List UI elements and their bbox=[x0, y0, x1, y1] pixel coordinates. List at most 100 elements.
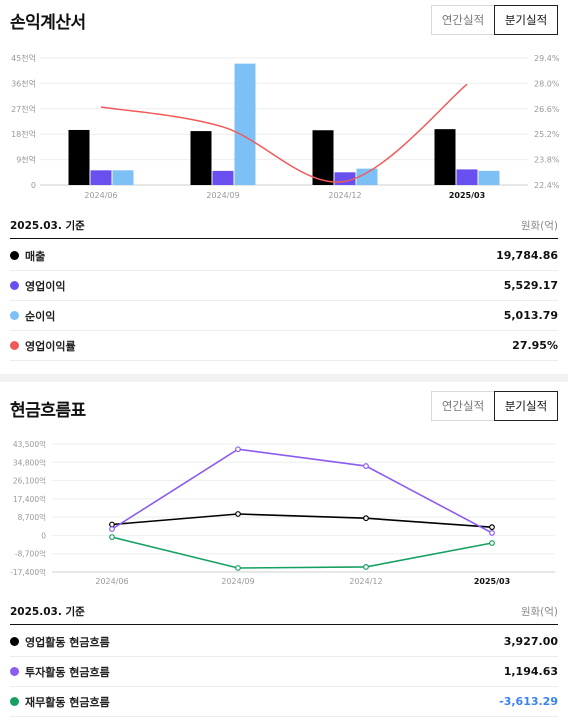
row-label-text: 영업이익률 bbox=[25, 339, 76, 353]
table-row: 재무활동 현금흐름 -3,613.29 bbox=[10, 687, 558, 717]
data-point bbox=[109, 526, 115, 533]
income-table: 매출 19,784.86 영업이익 5,529.17 순이익 5,013.79 영업이익률 2… bbox=[10, 241, 558, 361]
bar bbox=[478, 170, 500, 185]
cashflow-table-header: 2025.03. 기준 원화(억) bbox=[10, 605, 558, 625]
series-line bbox=[111, 513, 493, 528]
row-label: 매출 bbox=[10, 248, 45, 264]
cashflow-table: 영업활동 현금흐름 3,927.00 투자활동 현금흐름 1,194.63 재무활동 현… bbox=[10, 627, 558, 717]
y-tick-label: 8,700억 bbox=[18, 513, 46, 522]
row-label-text: 매출 bbox=[25, 249, 46, 263]
x-tick-label: 2025/03 bbox=[474, 577, 510, 586]
data-point bbox=[363, 564, 369, 570]
legend-dot-icon bbox=[10, 281, 19, 290]
row-label: 영업활동 현금흐름 bbox=[10, 634, 110, 650]
row-value: 27.95% bbox=[512, 339, 558, 352]
row-label-text: 영업이익 bbox=[25, 279, 66, 293]
y-tick-label: -8,700억 bbox=[15, 550, 46, 559]
row-label-text: 재무활동 현금흐름 bbox=[25, 695, 110, 709]
legend-dot-icon bbox=[10, 311, 19, 320]
y-tick-label: 43,500억 bbox=[13, 440, 46, 449]
legend-dot-icon bbox=[10, 667, 19, 676]
x-tick-label: 2024/12 bbox=[328, 191, 361, 200]
table-row: 투자활동 현금흐름 1,194.63 bbox=[10, 657, 558, 687]
cashflow-chart: 43,500억 34,800억 26,100억 17,400억 8,700억 0 -8,70… bbox=[10, 440, 555, 586]
row-value: 5,529.17 bbox=[503, 279, 558, 292]
series-line bbox=[111, 536, 493, 569]
table-row: 영업이익 5,529.17 bbox=[10, 271, 558, 301]
income-period-toggle: 연간실적 분기실적 bbox=[431, 5, 558, 35]
y-tick-label: 0 bbox=[31, 181, 36, 190]
income-statement-section: 손익계산서 연간실적 분기실적 0 22.4% 9천억 23.8% 18천억 25.2% 2… bbox=[10, 5, 560, 361]
bar bbox=[90, 170, 112, 185]
row-label-text: 순이익 bbox=[25, 309, 56, 323]
data-point bbox=[235, 446, 241, 453]
data-point bbox=[235, 511, 241, 517]
row-value: -3,613.29 bbox=[499, 695, 558, 708]
x-tick-label: 2024/09 bbox=[206, 191, 239, 200]
x-tick-label: 2024/06 bbox=[95, 577, 128, 586]
row-value: 5,013.79 bbox=[503, 309, 558, 322]
y-tick-label: 27천억 bbox=[11, 104, 36, 114]
x-tick-label: 2025/03 bbox=[449, 191, 485, 200]
margin-series-line bbox=[100, 83, 468, 183]
y-right-tick-label: 25.2% bbox=[534, 130, 560, 139]
row-label: 영업이익 bbox=[10, 278, 65, 294]
bar bbox=[312, 130, 334, 185]
bar bbox=[456, 169, 478, 185]
cashflow-basis-date: 2025.03. 기준 bbox=[10, 606, 85, 618]
y-right-tick-label: 29.4% bbox=[534, 54, 560, 63]
table-row: 매출 19,784.86 bbox=[10, 241, 558, 271]
bar bbox=[190, 131, 212, 185]
y-right-tick-label: 28.0% bbox=[534, 79, 560, 88]
table-row: 영업활동 현금흐름 3,927.00 bbox=[10, 627, 558, 657]
y-tick-label: 36천억 bbox=[11, 78, 36, 88]
y-right-tick-label: 23.8% bbox=[534, 156, 560, 165]
row-label-text: 투자활동 현금흐름 bbox=[25, 665, 110, 679]
y-tick-label: -17,400억 bbox=[10, 568, 46, 577]
y-right-tick-label: 26.6% bbox=[534, 105, 560, 114]
y-right-tick-label: 22.4% bbox=[534, 181, 560, 190]
row-label: 투자활동 현금흐름 bbox=[10, 664, 110, 680]
bar bbox=[212, 170, 234, 185]
annual-results-button[interactable]: 연간실적 bbox=[431, 5, 495, 35]
y-tick-label: 34,800억 bbox=[13, 458, 46, 467]
bar bbox=[334, 172, 356, 185]
row-label-text: 영업활동 현금흐름 bbox=[25, 635, 110, 649]
x-tick-label: 2024/12 bbox=[349, 577, 382, 586]
data-point bbox=[235, 565, 241, 571]
income-statement-title: 손익계산서 bbox=[10, 13, 86, 33]
row-label: 재무활동 현금흐름 bbox=[10, 694, 110, 710]
cashflow-section: 현금흐름표 연간실적 분기실적 43,500억 34,800억 26,100억 17,… bbox=[0, 382, 568, 720]
table-row: 순이익 5,013.79 bbox=[10, 301, 558, 331]
table-row: 영업이익률 27.95% bbox=[10, 331, 558, 361]
y-tick-label: 17,400억 bbox=[13, 495, 46, 504]
row-label: 영업이익률 bbox=[10, 338, 76, 354]
x-tick-label: 2024/06 bbox=[84, 191, 117, 200]
data-point bbox=[363, 463, 369, 469]
quarterly-results-button[interactable]: 분기실적 bbox=[494, 5, 558, 35]
row-value: 3,927.00 bbox=[503, 635, 558, 648]
row-value: 1,194.63 bbox=[503, 665, 558, 678]
cashflow-unit: 원화(억) bbox=[520, 606, 558, 618]
legend-dot-icon bbox=[10, 251, 19, 260]
income-table-header: 2025.03. 기준 원화(억) bbox=[10, 219, 558, 239]
legend-dot-icon bbox=[10, 341, 19, 350]
data-point bbox=[363, 515, 369, 522]
row-value: 19,784.86 bbox=[496, 249, 558, 262]
row-label: 순이익 bbox=[10, 308, 55, 324]
data-point bbox=[489, 540, 495, 546]
y-tick-label: 26,100억 bbox=[13, 477, 46, 486]
annual-results-button[interactable]: 연간실적 bbox=[431, 391, 495, 421]
bar bbox=[234, 63, 256, 186]
income-unit: 원화(억) bbox=[520, 220, 558, 232]
bar bbox=[68, 129, 90, 185]
data-point bbox=[489, 530, 495, 536]
legend-dot-icon bbox=[10, 697, 19, 706]
cashflow-title: 현금흐름표 bbox=[10, 401, 86, 421]
data-point bbox=[109, 521, 115, 528]
data-point bbox=[109, 534, 115, 541]
income-chart: 0 22.4% 9천억 23.8% 18천억 25.2% 27천억 26.6% 36천억 28.0… bbox=[11, 53, 560, 200]
quarterly-results-button[interactable]: 분기실적 bbox=[494, 391, 558, 421]
section-divider bbox=[0, 374, 568, 382]
y-tick-label: 45천억 bbox=[11, 53, 36, 63]
